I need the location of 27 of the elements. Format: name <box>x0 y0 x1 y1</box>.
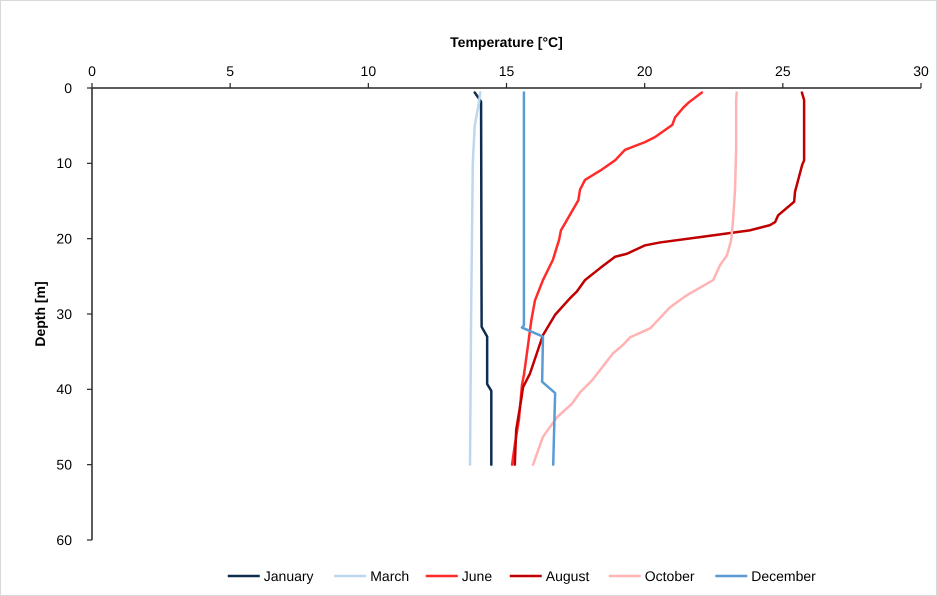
y-tick-label: 30 <box>56 306 72 322</box>
y-axis-title: Depth [m] <box>32 281 48 347</box>
legend-label: June <box>462 568 492 584</box>
x-tick-label: 15 <box>498 63 514 79</box>
x-tick-label: 10 <box>360 63 376 79</box>
legend-label: August <box>546 568 590 584</box>
y-tick-label: 40 <box>56 381 72 398</box>
y-tick-label: 60 <box>56 532 72 548</box>
legend-label: December <box>751 568 816 584</box>
legend-label: March <box>370 568 410 584</box>
x-tick-label: 0 <box>88 63 96 79</box>
x-tick-label: 30 <box>913 63 929 79</box>
line-series <box>468 91 482 466</box>
x-tick-label: 5 <box>226 63 234 79</box>
line-series <box>514 91 806 466</box>
x-tick-label: 20 <box>636 63 653 79</box>
legend-label: October <box>644 568 695 584</box>
y-tick-label: 50 <box>56 456 72 473</box>
x-axis-title: Temperature [°C] <box>450 34 563 50</box>
y-tick-label: 10 <box>56 155 72 172</box>
y-tick-label: 20 <box>56 230 72 247</box>
legend-label: January <box>264 568 314 584</box>
line-series <box>532 91 738 466</box>
line-series <box>520 91 556 466</box>
line-series <box>473 91 493 466</box>
x-tick-label: 25 <box>775 63 791 79</box>
y-tick-label: 0 <box>64 80 72 96</box>
